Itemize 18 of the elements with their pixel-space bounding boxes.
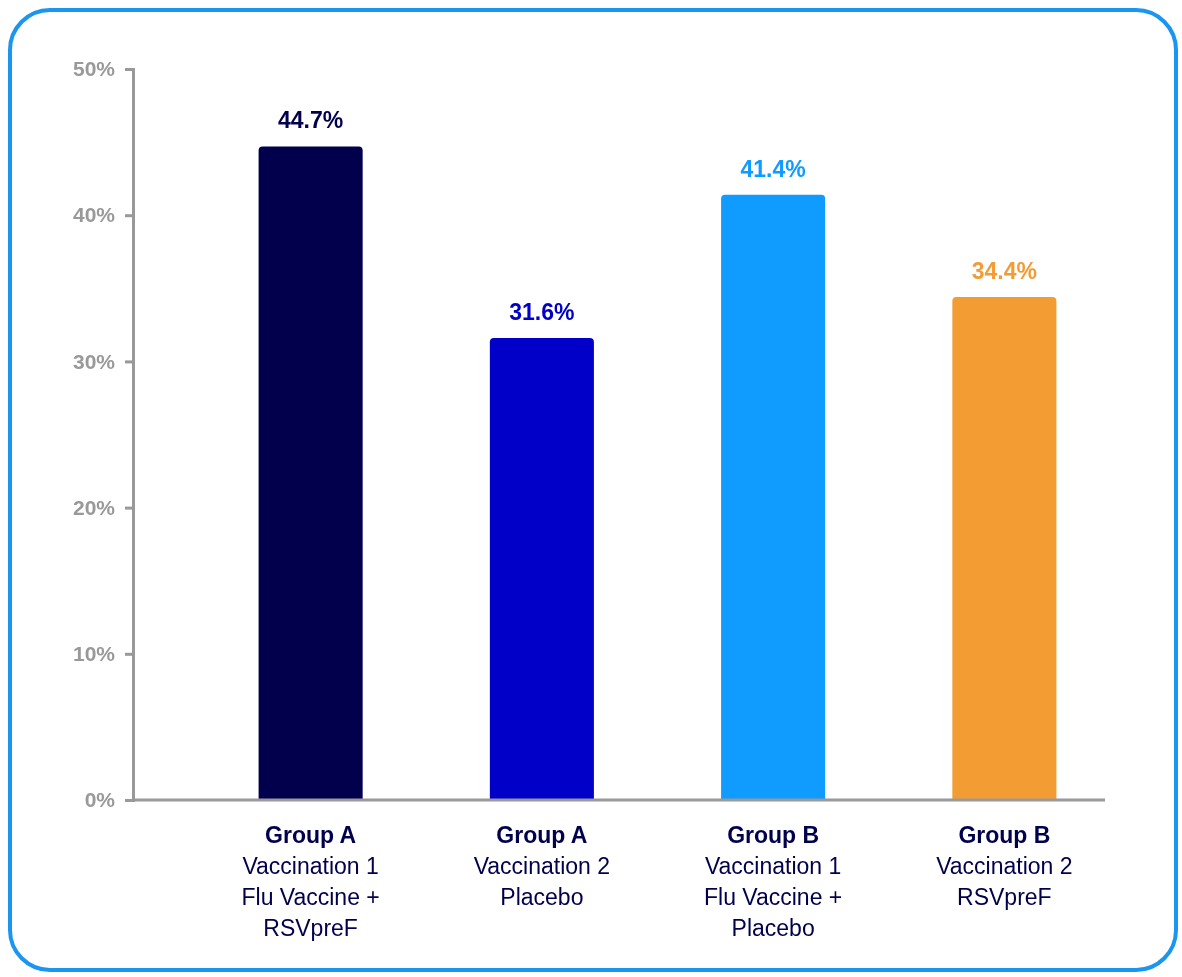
y-tick-label: 10%: [72, 642, 116, 666]
x-tick-label: Group A Vaccination 1 Flu Vaccine + RSVpreF: [241, 822, 380, 941]
y-tick-label: 20%: [72, 495, 116, 519]
data-label: 31.6%: [509, 299, 575, 326]
x-tick-label: Group B Vaccination 1 Flu Vaccine + Placebo: [703, 822, 843, 941]
bar: [258, 146, 363, 800]
x-tick-label: Group B Vaccination 2 RSVpreF: [936, 822, 1073, 910]
y-tick-label: 0%: [84, 788, 116, 812]
data-label: 34.4%: [971, 258, 1037, 285]
x-tick-label: Group A Vaccination 2 Placebo: [473, 822, 611, 910]
y-tick-label: 40%: [72, 203, 116, 227]
data-label: 44.7%: [278, 107, 344, 134]
y-tick-label: 50%: [72, 57, 116, 81]
data-label: 41.4%: [740, 155, 806, 182]
y-tick-label: 30%: [72, 349, 116, 373]
bar: [489, 338, 594, 800]
bar: [721, 194, 826, 800]
bar: [952, 297, 1057, 800]
